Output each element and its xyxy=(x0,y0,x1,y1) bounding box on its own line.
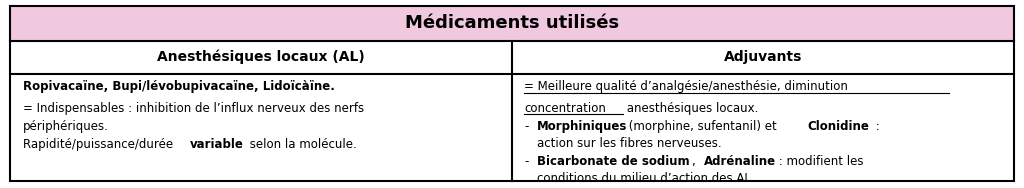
Text: Bicarbonate de sodium: Bicarbonate de sodium xyxy=(537,155,689,168)
Text: -: - xyxy=(524,120,528,133)
Text: -: - xyxy=(524,155,528,168)
Text: Clonidine: Clonidine xyxy=(807,120,868,133)
Text: Adrénaline: Adrénaline xyxy=(703,155,775,168)
Text: Médicaments utilisés: Médicaments utilisés xyxy=(404,14,620,32)
Text: Ropivacaïne, Bupi/lévobupivacaïne, Lidoïcàïne.: Ropivacaïne, Bupi/lévobupivacaïne, Lidoï… xyxy=(23,80,335,93)
FancyBboxPatch shape xyxy=(10,5,1014,41)
Text: selon la molécule.: selon la molécule. xyxy=(246,138,356,151)
Text: = Meilleure qualité d’analgésie/anesthésie, diminution: = Meilleure qualité d’analgésie/anesthés… xyxy=(524,80,848,93)
Text: Adjuvants: Adjuvants xyxy=(724,50,802,64)
Text: :: : xyxy=(872,120,881,133)
Text: action sur les fibres nerveuses.: action sur les fibres nerveuses. xyxy=(537,137,721,150)
Text: concentration: concentration xyxy=(524,102,606,114)
Text: Morphiniques: Morphiniques xyxy=(537,120,627,133)
Text: périphériques.: périphériques. xyxy=(23,120,109,133)
Text: ,: , xyxy=(692,155,699,168)
FancyBboxPatch shape xyxy=(10,74,1014,181)
Text: = Indispensables : inhibition de l’influx nerveux des nerfs: = Indispensables : inhibition de l’influ… xyxy=(23,102,364,114)
Text: anesthésiques locaux.: anesthésiques locaux. xyxy=(623,102,758,114)
Text: : modifient les: : modifient les xyxy=(775,155,863,168)
Text: Anesthésiques locaux (AL): Anesthésiques locaux (AL) xyxy=(158,50,365,64)
Text: Rapidité/puissance/durée: Rapidité/puissance/durée xyxy=(23,138,176,151)
Text: conditions du milieu d’action des AL.: conditions du milieu d’action des AL. xyxy=(537,172,755,185)
Text: variable: variable xyxy=(189,138,244,151)
FancyBboxPatch shape xyxy=(10,41,1014,74)
Text: (morphine, sufentanil) et: (morphine, sufentanil) et xyxy=(625,120,780,133)
